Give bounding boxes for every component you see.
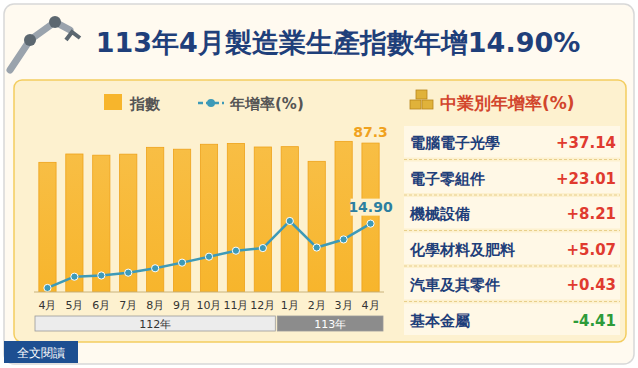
line-marker: [340, 236, 347, 243]
industry-name: 電子零組件: [410, 170, 485, 188]
bar: [93, 155, 110, 292]
bar: [335, 141, 352, 292]
line-marker: [313, 244, 320, 251]
row-separator: [404, 195, 620, 196]
x-tick-label: 11月: [223, 299, 248, 312]
content-panel: [14, 80, 626, 342]
legend-label: 年增率(%): [229, 95, 304, 113]
line-marker: [232, 247, 239, 254]
bar: [39, 162, 56, 292]
legend-label: 指數: [129, 95, 161, 113]
table-row-bg: [404, 197, 620, 229]
x-tick-label: 1月: [281, 299, 299, 312]
arm-segment: [10, 22, 70, 70]
bar: [173, 149, 190, 292]
industry-growth: +37.14: [556, 134, 616, 152]
group-label: 113年: [314, 318, 346, 331]
x-tick-label: 6月: [92, 299, 110, 312]
line-marker: [98, 272, 105, 279]
table-title: 中業別年增率(%): [440, 93, 575, 113]
bar: [254, 147, 271, 292]
line-marker: [44, 284, 51, 291]
x-tick-label: 3月: [335, 299, 353, 312]
bar: [200, 144, 217, 292]
arm-joint: [24, 34, 36, 46]
x-tick-label: 4月: [38, 299, 56, 312]
bar: [362, 143, 379, 292]
line-marker: [205, 253, 212, 260]
row-separator: [404, 266, 620, 267]
group-box: [277, 316, 383, 331]
line-marker: [367, 220, 374, 227]
line-marker: [125, 269, 132, 276]
canvas: 113年4月製造業生產指數年增14.90% 87.3 14.90 4月 5月 6月 7月 8月…: [0, 0, 638, 368]
gold-bar: [416, 90, 427, 99]
industry-table: 中業別年增率(%) 電腦電子光學 +37.14 電子零組件 +23.01 機械設備 +8.2…: [404, 90, 620, 335]
table-row-bg: [404, 126, 620, 158]
data-labels: 87.3 14.90: [348, 124, 393, 216]
read-more-button[interactable]: 全文閱讀: [4, 341, 78, 363]
gold-bar: [422, 100, 433, 109]
industry-name: 汽車及其零件: [409, 276, 500, 294]
x-tick-label: 5月: [65, 299, 83, 312]
x-tick-label: 8月: [146, 299, 164, 312]
gold-bars-icon: [410, 90, 433, 109]
bar: [308, 161, 325, 292]
gold-bar: [410, 100, 421, 109]
line-marker: [71, 273, 78, 280]
industry-name: 電腦電子光學: [410, 134, 500, 152]
row-separator: [404, 301, 620, 302]
industry-growth: +0.43: [566, 276, 616, 294]
title: 113年4月製造業生產指數年增14.90%: [96, 27, 581, 58]
background: [0, 0, 638, 368]
industry-growth: +8.21: [566, 205, 616, 223]
legend-marker: [207, 99, 215, 107]
bar: [227, 143, 244, 292]
line-marker: [286, 217, 293, 224]
x-tick-label: 7月: [119, 299, 137, 312]
outer-frame: [4, 4, 634, 364]
industry-growth: +23.01: [556, 170, 616, 188]
table-row-bg: [404, 233, 620, 265]
industry-name: 機械設備: [409, 205, 470, 223]
x-tick-label: 12月: [250, 299, 275, 312]
line-marker: [259, 244, 266, 251]
growth-line: [47, 221, 370, 288]
baseline: [34, 292, 384, 293]
row-separator: [404, 159, 620, 160]
x-tick-label: 10月: [197, 299, 222, 312]
bar: [281, 147, 298, 292]
x-tick-label: 4月: [362, 299, 380, 312]
robot-arm-icon: [10, 16, 80, 70]
button-label[interactable]: 全文閱讀: [17, 346, 65, 360]
table-row-bg: [404, 162, 620, 194]
group-label: 112年: [139, 318, 171, 331]
industry-growth: +5.07: [566, 241, 616, 259]
line-data-label: 14.90: [348, 199, 393, 215]
arm-claw: [66, 32, 80, 40]
x-tick-label: 9月: [173, 299, 191, 312]
line-marker: [152, 265, 159, 272]
legend-swatch: [104, 94, 122, 110]
bar-data-label: 87.3: [353, 124, 388, 140]
bar: [66, 154, 83, 292]
table-row-bg: [404, 268, 620, 300]
line-marker: [178, 259, 185, 266]
x-tick-label: 2月: [308, 299, 326, 312]
row-separator: [404, 230, 620, 231]
industry-name: 基本金屬: [409, 312, 470, 330]
table-row-bg: [404, 304, 620, 336]
arm-joint: [49, 16, 61, 28]
button-bg[interactable]: [4, 341, 78, 363]
industry-name: 化學材料及肥料: [409, 241, 515, 259]
industry-growth: -4.41: [573, 312, 616, 330]
legend: 指數 年增率(%): [104, 94, 304, 113]
plot-area: [39, 141, 379, 292]
group-box: [35, 316, 275, 331]
